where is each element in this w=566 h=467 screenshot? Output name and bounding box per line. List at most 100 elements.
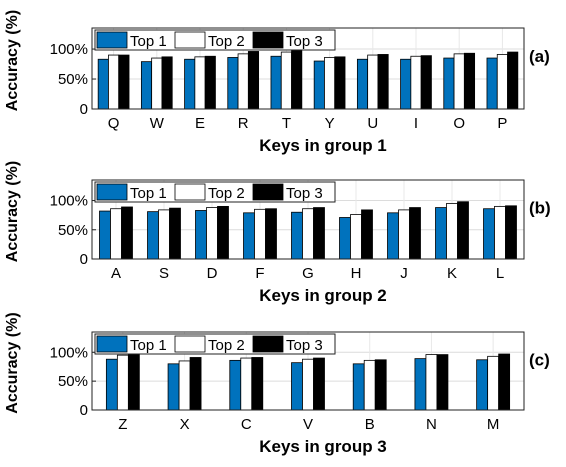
- bar-top-2-P: [496, 54, 508, 110]
- bar-top-3-Q: [118, 54, 130, 110]
- bar-top-2-Z: [116, 354, 129, 411]
- y-axis-label: Accuracy (%): [4, 10, 21, 111]
- bar-top-3-U: [377, 54, 389, 110]
- x-tick-label: Z: [118, 416, 127, 433]
- bar-top-1-Z: [105, 358, 118, 411]
- x-axis-label: Keys in group 1: [259, 136, 387, 155]
- x-tick-label: G: [302, 265, 314, 282]
- x-tick-label: I: [414, 115, 418, 132]
- bar-top-3-K: [457, 201, 469, 260]
- x-tick-label: T: [282, 115, 291, 132]
- plot-frame: [91, 331, 525, 411]
- legend-swatch: [174, 183, 206, 201]
- x-tick-label: K: [447, 265, 457, 282]
- bar-top-1-O: [443, 57, 455, 110]
- x-tick-label: O: [453, 115, 465, 132]
- bar-top-3-V: [313, 357, 325, 411]
- panel-label: (c): [529, 350, 550, 369]
- x-axis-label: Keys in group 3: [259, 437, 387, 456]
- x-tick-label: B: [365, 416, 375, 433]
- bar-top-3-S: [169, 207, 181, 260]
- bar-top-1-X: [167, 363, 180, 411]
- bar-top-2-V: [302, 358, 314, 411]
- bar-top-1-Y: [313, 60, 325, 110]
- legend: Top 1 Top 2 Top 3: [94, 333, 336, 355]
- bar-top-3-D: [217, 205, 229, 260]
- x-tick-label: M: [487, 416, 500, 433]
- x-tick-label: U: [367, 115, 378, 132]
- x-tick-label: J: [400, 265, 408, 282]
- bar-top-3-E: [204, 55, 216, 110]
- y-tick-label: 100%: [50, 344, 88, 361]
- x-tick-label: W: [150, 115, 165, 132]
- legend-swatch: [174, 335, 206, 353]
- bar-top-2-B: [363, 359, 376, 411]
- bar-top-2-Q: [108, 54, 120, 110]
- bar-top-3-Y: [334, 56, 346, 110]
- bar-top-1-K: [435, 207, 447, 260]
- bar-top-2-W: [151, 57, 163, 110]
- bar-top-3-W: [161, 56, 173, 110]
- bar-top-2-U: [367, 54, 379, 110]
- y-tick-label: 0: [80, 402, 88, 419]
- bar-top-3-N: [436, 354, 449, 411]
- x-tick-label: D: [207, 265, 218, 282]
- bar-top-3-Z: [127, 353, 140, 411]
- bar-top-2-O: [453, 53, 465, 110]
- bar-top-2-C: [240, 357, 253, 411]
- bar-top-1-N: [414, 358, 427, 411]
- legend-label: Top 1: [130, 185, 167, 202]
- legend-label: Top 3: [286, 185, 323, 202]
- bar-top-3-A: [121, 206, 133, 260]
- bar-top-3-B: [374, 359, 387, 411]
- legend-swatch: [96, 31, 128, 49]
- y-tick-label: 0: [80, 251, 88, 268]
- bar-top-2-F: [254, 208, 266, 260]
- legend-label: Top 3: [286, 33, 323, 50]
- bar-top-3-C: [251, 357, 264, 411]
- x-tick-label: H: [351, 265, 362, 282]
- bar-top-1-S: [147, 211, 159, 260]
- x-axis-label: Keys in group 2: [259, 286, 387, 305]
- bar-top-2-T: [280, 51, 292, 110]
- x-tick-label: A: [111, 265, 121, 282]
- legend-label: Top 3: [286, 337, 323, 354]
- bar-top-1-P: [486, 57, 498, 110]
- x-tick-label: L: [496, 265, 504, 282]
- bar-top-2-A: [110, 208, 122, 260]
- bar-top-1-C: [229, 359, 242, 411]
- panel-label: (b): [529, 199, 551, 218]
- chart-panel-1: 0 50% 100% Q W E R T Y U I O P Keys in group 1 Accurac…: [4, 10, 550, 155]
- bar-top-1-T: [270, 55, 282, 110]
- bar-top-3-F: [265, 208, 277, 260]
- legend-swatch: [252, 183, 284, 201]
- bar-top-1-V: [291, 362, 303, 411]
- legend-label: Top 2: [208, 185, 245, 202]
- bar-top-2-X: [178, 360, 191, 411]
- bar-top-1-H: [339, 217, 351, 260]
- plot-frame: [91, 179, 525, 260]
- bar-top-2-J: [398, 209, 410, 260]
- bar-top-1-I: [400, 58, 412, 110]
- bar-top-3-T: [291, 50, 303, 110]
- x-tick-label: C: [241, 416, 252, 433]
- bar-top-1-E: [184, 58, 196, 110]
- bar-top-3-X: [189, 357, 202, 411]
- x-tick-label: P: [497, 115, 507, 132]
- bar-top-3-L: [505, 205, 517, 260]
- legend-swatch: [96, 335, 128, 353]
- bar-top-2-S: [158, 209, 170, 260]
- x-tick-label: Q: [108, 115, 120, 132]
- x-tick-label: N: [426, 416, 437, 433]
- x-tick-label: F: [255, 265, 264, 282]
- y-tick-label: 50%: [58, 373, 88, 390]
- bar-top-2-Y: [324, 57, 336, 110]
- bar-top-2-G: [302, 208, 314, 260]
- y-tick-label: 100%: [50, 193, 88, 210]
- y-axis-label: Accuracy (%): [4, 161, 21, 262]
- bar-top-1-B: [352, 363, 365, 411]
- bar-top-3-J: [409, 207, 421, 260]
- y-tick-label: 50%: [58, 222, 88, 239]
- y-tick-label: 0: [80, 101, 88, 118]
